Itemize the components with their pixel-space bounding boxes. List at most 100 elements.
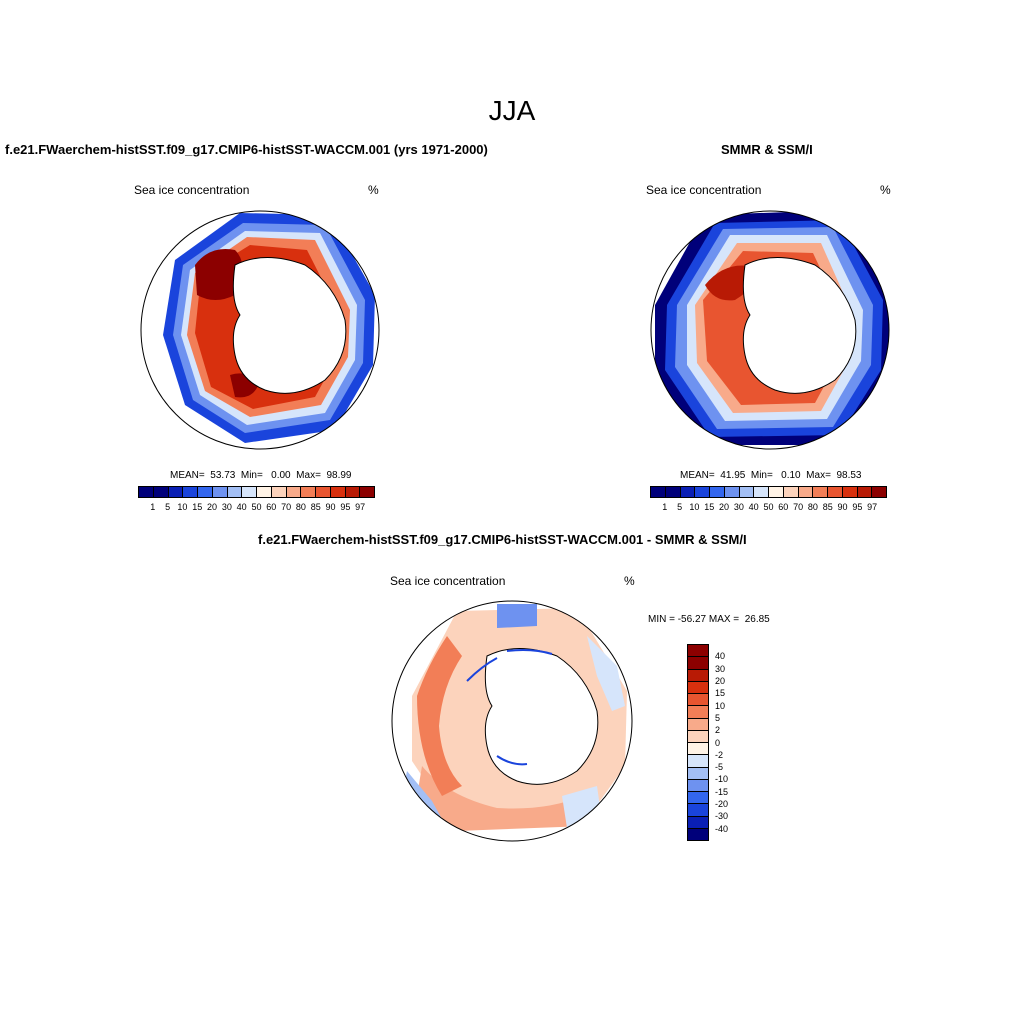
obs-colorbar-tick-label: 60 xyxy=(778,502,789,512)
diff-colorbar-tick-label: -20 xyxy=(715,799,729,810)
obs-colorbar-box xyxy=(857,487,873,497)
diff-stats: MIN = -56.27 MAX = 26.85 xyxy=(648,614,770,625)
model-colorbar-box xyxy=(301,487,316,497)
obs-colorbar-tick-label: 90 xyxy=(837,502,848,512)
diff-colorbar-tick-label: 0 xyxy=(715,737,721,748)
obs-colorbar-tick-label: 30 xyxy=(733,502,744,512)
model-colorbar-box xyxy=(242,487,257,497)
diff-colorbar-box xyxy=(688,657,708,670)
diff-colorbar-tick-label: -2 xyxy=(715,749,724,760)
diff-colorbar-tick-label: 10 xyxy=(715,700,726,711)
obs-colorbar-box xyxy=(813,487,828,497)
model-colorbar-box xyxy=(168,487,184,497)
obs-colorbar xyxy=(650,486,887,498)
diff-colorbar-box xyxy=(688,792,708,805)
obs-colorbar-tick-label: 15 xyxy=(704,502,715,512)
diff-colorbar-tick-label: 40 xyxy=(715,651,726,662)
diff-colorbar-box xyxy=(688,681,708,694)
obs-colorbar-box xyxy=(769,487,784,497)
model-colorbar-tick-label: 70 xyxy=(281,502,292,512)
model-colorbar-tick-label: 20 xyxy=(207,502,218,512)
model-colorbar-box xyxy=(153,487,169,497)
obs-stats: MEAN= 41.95 Min= 0.10 Max= 98.53 xyxy=(680,470,862,481)
diff-colorbar-box xyxy=(688,743,708,756)
obs-colorbar-tick-label: 80 xyxy=(807,502,818,512)
model-colorbar-box xyxy=(345,487,361,497)
diff-map xyxy=(391,600,633,842)
obs-colorbar-tick-label: 5 xyxy=(677,502,683,512)
model-colorbar-tick-label: 30 xyxy=(221,502,232,512)
model-colorbar-box xyxy=(271,487,287,497)
obs-colorbar-tick-label: 85 xyxy=(822,502,833,512)
obs-colorbar-tick-label: 70 xyxy=(793,502,804,512)
model-colorbar-tick-label: 1 xyxy=(150,502,156,512)
diff-unit-label: % xyxy=(624,574,635,588)
model-colorbar-tick-label: 85 xyxy=(310,502,321,512)
model-colorbar-tick-label: 90 xyxy=(325,502,336,512)
diff-colorbar-box xyxy=(688,669,708,682)
obs-colorbar-box xyxy=(710,487,725,497)
obs-colorbar-box xyxy=(842,487,858,497)
obs-colorbar-box xyxy=(872,487,886,497)
obs-colorbar-box xyxy=(783,487,799,497)
diff-colorbar-box xyxy=(688,804,708,817)
model-colorbar-tick-label: 97 xyxy=(355,502,366,512)
diff-colorbar-tick-label: -10 xyxy=(715,774,729,785)
obs-unit-label: % xyxy=(880,183,891,197)
obs-colorbar-box xyxy=(665,487,681,497)
obs-colorbar-box xyxy=(724,487,740,497)
diff-colorbar-tick-label: -40 xyxy=(715,823,729,834)
model-colorbar-tick-label: 10 xyxy=(177,502,188,512)
obs-colorbar-box xyxy=(739,487,755,497)
obs-colorbar-box xyxy=(828,487,843,497)
diff-panel-title: f.e21.FWaerchem-histSST.f09_g17.CMIP6-hi… xyxy=(258,532,747,547)
obs-colorbar-box xyxy=(754,487,769,497)
model-colorbar-box xyxy=(360,487,374,497)
model-colorbar-box xyxy=(330,487,346,497)
diff-colorbar-box xyxy=(688,645,708,658)
obs-panel-title: SMMR & SSM/I xyxy=(721,142,813,157)
obs-colorbar-tick-label: 40 xyxy=(748,502,759,512)
season-title: JJA xyxy=(488,95,536,126)
obs-colorbar-box xyxy=(798,487,814,497)
model-colorbar-box xyxy=(227,487,243,497)
obs-colorbar-tick-label: 50 xyxy=(763,502,774,512)
diff-colorbar-box xyxy=(688,706,708,719)
model-colorbar-box xyxy=(316,487,331,497)
obs-colorbar-tick-label: 95 xyxy=(852,502,863,512)
diff-colorbar-box xyxy=(688,694,708,707)
diff-colorbar-tick-label: 30 xyxy=(715,663,726,674)
model-colorbar xyxy=(138,486,375,498)
obs-colorbar-box xyxy=(695,487,710,497)
model-colorbar-tick-label: 60 xyxy=(266,502,277,512)
model-colorbar-box xyxy=(183,487,198,497)
obs-colorbar-tick-label: 97 xyxy=(867,502,878,512)
diff-colorbar-box xyxy=(688,755,708,768)
diff-colorbar-tick-label: -30 xyxy=(715,811,729,822)
diff-colorbar-tick-label: 20 xyxy=(715,675,726,686)
model-colorbar-tick-label: 40 xyxy=(236,502,247,512)
diff-var-label: Sea ice concentration xyxy=(390,574,506,588)
obs-colorbar-tick-label: 10 xyxy=(689,502,700,512)
obs-colorbar-tick-label: 20 xyxy=(719,502,730,512)
obs-map xyxy=(650,210,890,450)
diff-colorbar-tick-label: -15 xyxy=(715,786,729,797)
diff-colorbar-box xyxy=(688,779,708,792)
model-unit-label: % xyxy=(368,183,379,197)
model-colorbar-box xyxy=(139,487,154,497)
model-colorbar-box xyxy=(198,487,213,497)
model-colorbar-tick-label: 15 xyxy=(192,502,203,512)
diff-colorbar xyxy=(687,644,709,841)
diff-colorbar-tick-label: -5 xyxy=(715,762,724,773)
obs-var-label: Sea ice concentration xyxy=(646,183,762,197)
diff-colorbar-labels: 40 30 20 15 10 5 2 0 -2 -5 -10 -15 -20 -30 -40 xyxy=(713,644,753,841)
obs-colorbar-box xyxy=(680,487,696,497)
diff-colorbar-box xyxy=(688,718,708,731)
model-map xyxy=(140,210,380,450)
model-colorbar-tick-label: 80 xyxy=(295,502,306,512)
diff-colorbar-tick-label: 15 xyxy=(715,688,726,699)
model-colorbar-labels: 1 5 10 15 20 30 40 50 60 70 80 85 90 95 97 xyxy=(138,502,375,514)
model-stats: MEAN= 53.73 Min= 0.00 Max= 98.99 xyxy=(170,470,352,481)
model-panel-title: f.e21.FWaerchem-histSST.f09_g17.CMIP6-hi… xyxy=(5,142,488,157)
model-colorbar-tick-label: 95 xyxy=(340,502,351,512)
